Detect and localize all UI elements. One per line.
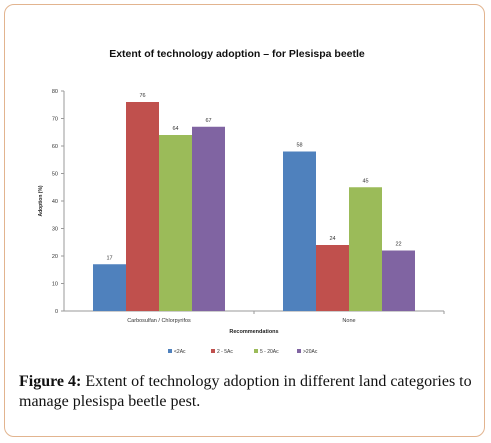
caption-label: Figure 4: — [19, 373, 82, 390]
y-tick-label: 80 — [52, 89, 58, 95]
bar — [316, 245, 349, 311]
legend-swatch — [168, 349, 172, 353]
bar — [283, 151, 316, 311]
legend-swatch — [254, 349, 258, 353]
legend-swatch — [297, 349, 301, 353]
legend-label: >20Ac — [303, 349, 318, 355]
x-tick-label: Carbosulfan / Chlorpyrifos — [127, 318, 191, 324]
figure-frame: Extent of technology adoption – for Ples… — [4, 4, 485, 437]
x-axis-label: Recommendations — [229, 329, 278, 335]
y-tick-label: 30 — [52, 227, 58, 233]
data-label: 17 — [106, 255, 112, 261]
data-label: 64 — [172, 126, 178, 132]
chart: Extent of technology adoption – for Ples… — [38, 48, 445, 355]
y-tick-label: 0 — [55, 309, 58, 315]
data-label: 58 — [296, 143, 302, 149]
bar — [159, 135, 192, 311]
y-tick-label: 70 — [52, 117, 58, 123]
bar — [349, 187, 382, 311]
legend-label: 5 - 20Ac — [260, 349, 279, 355]
data-label: 67 — [205, 118, 211, 124]
y-tick-label: 10 — [52, 282, 58, 288]
bar — [382, 250, 415, 311]
legend-label: <2Ac — [174, 349, 186, 355]
legend-swatch — [211, 349, 215, 353]
chart-title: Extent of technology adoption – for Ples… — [109, 48, 365, 60]
data-label: 24 — [329, 236, 335, 242]
bar — [126, 102, 159, 311]
y-tick-label: 20 — [52, 254, 58, 260]
caption-text: Extent of technology adoption in differe… — [19, 373, 472, 410]
legend-label: 2 - 5Ac — [217, 349, 233, 355]
y-tick-label: 40 — [52, 199, 58, 205]
x-tick-label: None — [342, 318, 355, 324]
y-axis-label: Adoption (%) — [38, 185, 44, 216]
figure-caption: Figure 4: Extent of technology adoption … — [19, 372, 479, 412]
bar — [93, 264, 126, 311]
bar — [192, 126, 225, 311]
y-tick-label: 60 — [52, 144, 58, 150]
y-tick-label: 50 — [52, 172, 58, 178]
data-label: 45 — [362, 178, 368, 184]
data-label: 76 — [139, 93, 145, 99]
data-label: 22 — [395, 242, 401, 248]
